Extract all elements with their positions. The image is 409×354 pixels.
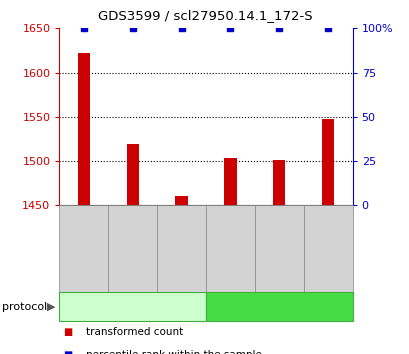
Bar bbox=[175, 195, 187, 205]
Text: GSM435062: GSM435062 bbox=[225, 224, 234, 273]
Text: transformed count: transformed count bbox=[86, 327, 183, 337]
Text: GSM435063: GSM435063 bbox=[274, 224, 283, 273]
Text: Eset depletion: Eset depletion bbox=[239, 302, 319, 312]
Text: ▶: ▶ bbox=[47, 302, 55, 312]
Text: ■: ■ bbox=[63, 327, 73, 337]
Text: control: control bbox=[113, 302, 152, 312]
Bar bbox=[224, 158, 236, 205]
Text: GSM435061: GSM435061 bbox=[177, 224, 186, 273]
Text: protocol: protocol bbox=[2, 302, 47, 312]
Text: GSM435064: GSM435064 bbox=[323, 224, 332, 273]
Text: percentile rank within the sample: percentile rank within the sample bbox=[86, 350, 261, 354]
Bar bbox=[272, 160, 285, 205]
Bar bbox=[321, 119, 333, 205]
Text: GDS3599 / scl27950.14.1_172-S: GDS3599 / scl27950.14.1_172-S bbox=[97, 9, 312, 22]
Text: ■: ■ bbox=[63, 350, 73, 354]
Text: GSM435060: GSM435060 bbox=[128, 224, 137, 273]
Bar bbox=[126, 144, 139, 205]
Bar bbox=[78, 53, 90, 205]
Text: GSM435059: GSM435059 bbox=[79, 224, 88, 273]
